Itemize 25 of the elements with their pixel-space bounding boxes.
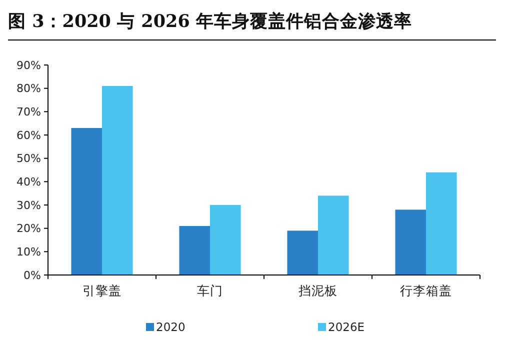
y-tick-label: 40% [16,176,41,189]
bar [179,226,210,275]
bar [318,196,349,275]
legend-label: 2026E [328,320,365,334]
y-tick-label: 70% [16,106,41,119]
y-tick-label: 30% [16,198,41,212]
y-tick-label: 80% [16,82,41,96]
y-tick-label: 50% [16,152,41,166]
bar [395,210,426,275]
legend-label: 2020 [156,320,186,334]
y-tick-label: 0% [24,268,41,282]
bar [287,230,318,275]
bar [71,128,102,275]
chart-title: 图 3：2020 与 2026 年车身覆盖件铝合金渗透率 [8,11,412,32]
bar [426,172,457,275]
bar [210,205,241,275]
x-tick-label: 行李箱盖 [400,283,452,298]
y-tick-label: 10% [16,246,41,259]
y-tick-label: 60% [16,128,41,142]
x-tick-label: 车门 [197,283,223,298]
x-tick-label: 引擎盖 [82,283,122,298]
bar [102,86,133,275]
x-tick-label: 挡泥板 [298,283,338,298]
y-tick-label: 90% [16,58,41,72]
y-tick-label: 20% [16,222,41,236]
